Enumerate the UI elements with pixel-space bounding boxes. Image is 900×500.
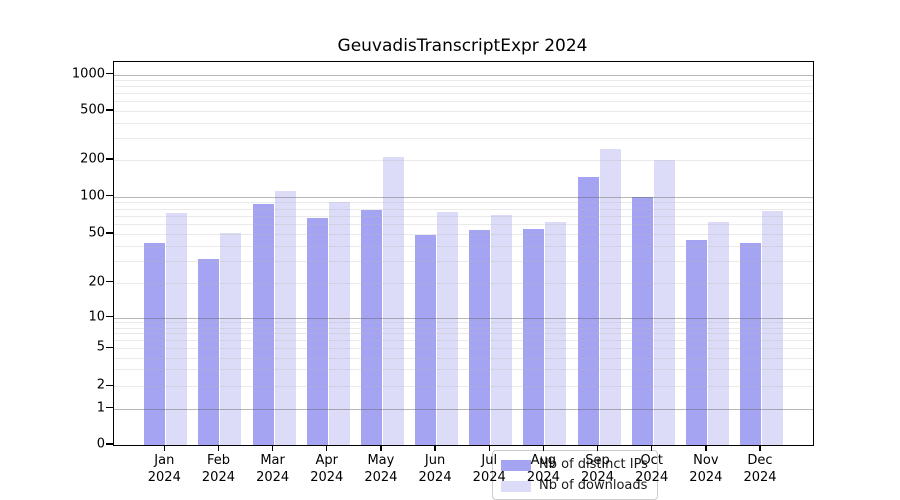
x-tick-label-mar: Mar 2024 (256, 453, 290, 485)
bar-downloads-jul (491, 215, 513, 445)
y-tick-mark (106, 232, 113, 234)
y-tick-mark (106, 281, 113, 283)
bar-downloads-sep (599, 149, 621, 445)
x-tick-mark (705, 445, 707, 451)
bar-distinct-ips-apr (306, 218, 328, 445)
y-tick-label-1000: 1000 (71, 66, 105, 82)
y-tick-mark (106, 384, 113, 386)
x-tick-mark (542, 445, 545, 451)
bar-downloads-mar (274, 191, 296, 445)
gridline-minor-800 (114, 86, 813, 88)
x-tick-label-apr: Apr 2024 (310, 453, 344, 485)
bar-downloads-apr (328, 201, 350, 445)
gridline-minor-900 (114, 80, 813, 82)
y-tick-mark (106, 346, 113, 348)
x-tick-mark (759, 445, 761, 451)
y-tick-mark (106, 158, 113, 160)
x-tick-label-sep: Sep 2024 (580, 453, 615, 485)
bar-distinct-ips-dec (740, 243, 761, 445)
gridline-minor-90 (114, 202, 813, 204)
bar-downloads-feb (220, 232, 242, 445)
y-tick-mark (106, 73, 113, 75)
y-tick-label-0: 0 (96, 436, 105, 452)
bar-distinct-ips-sep (577, 176, 599, 445)
chart-title: GeuvadisTranscriptExpr 2024 (337, 36, 588, 56)
y-tick-mark (106, 195, 113, 197)
gridline-minor-300 (114, 138, 813, 140)
x-tick-mark (596, 445, 599, 451)
legend-label-downloads: Nb of downloads (539, 478, 648, 493)
gridline-major-100 (114, 196, 813, 198)
bar-downloads-jan (166, 212, 188, 445)
gridline-minor-400 (114, 122, 813, 124)
gridline-minor-500 (114, 111, 813, 112)
x-tick-mark (650, 445, 653, 451)
gridline-minor-80 (114, 208, 813, 210)
y-tick-mark (106, 443, 113, 445)
bar-distinct-ips-may (360, 210, 382, 445)
gridline-minor-600 (114, 101, 813, 103)
x-tick-label-nov: Nov 2024 (689, 453, 723, 485)
y-tick-mark (106, 109, 113, 111)
legend-label-distinct-ips: Nb of distinct IPs (539, 457, 648, 472)
gridline-minor-700 (114, 93, 813, 95)
y-tick-label-500: 500 (80, 102, 105, 118)
y-tick-label-50: 50 (88, 225, 105, 241)
bar-downloads-aug (545, 222, 567, 445)
gridline-minor-70 (114, 215, 813, 217)
x-tick-mark (488, 445, 490, 451)
x-tick-label-aug: Aug 2024 (526, 453, 560, 485)
bar-distinct-ips-aug (523, 228, 545, 445)
y-tick-label-100: 100 (80, 188, 105, 204)
y-tick-mark (106, 407, 113, 409)
x-tick-label-jan: Jan 2024 (147, 453, 181, 485)
gridline-minor-200 (114, 160, 813, 161)
legend-item-distinct-ips: Nb of distinct IPs (493, 457, 657, 474)
bar-downloads-may (382, 156, 404, 445)
x-tick-mark (380, 445, 382, 451)
legend-item-downloads: Nb of downloads (493, 478, 657, 495)
x-tick-mark (434, 445, 436, 451)
bar-downloads-nov (707, 221, 729, 445)
gridline-major-1000 (114, 74, 813, 76)
y-tick-mark (106, 316, 113, 318)
y-tick-label-5: 5 (96, 339, 105, 355)
bar-distinct-ips-jul (469, 229, 491, 445)
bar-downloads-oct (653, 160, 675, 445)
bar-distinct-ips-jan (144, 243, 166, 445)
x-tick-label-may: May 2024 (364, 453, 398, 485)
plot-area: Nb of distinct IPs Nb of downloads (113, 61, 814, 500)
bar-downloads-jun (437, 212, 459, 445)
x-tick-label-jun: Jun 2024 (418, 453, 452, 485)
bar-distinct-ips-oct (631, 196, 653, 445)
y-tick-label-2: 2 (96, 377, 105, 393)
x-tick-mark (163, 445, 165, 451)
legend-swatch-distinct-ips (501, 460, 531, 471)
x-tick-mark (271, 445, 274, 451)
y-tick-label-20: 20 (88, 274, 105, 290)
x-tick-label-jul: Jul 2024 (472, 453, 506, 485)
x-tick-mark (326, 445, 328, 451)
y-tick-label-1: 1 (96, 400, 105, 416)
x-tick-mark (217, 445, 220, 451)
bar-distinct-ips-jun (415, 235, 437, 445)
x-tick-label-dec: Dec 2024 (743, 453, 777, 485)
legend-swatch-downloads (501, 481, 531, 492)
x-tick-label-feb: Feb 2024 (201, 453, 235, 485)
x-tick-label-oct: Oct 2024 (635, 453, 669, 485)
y-tick-label-10: 10 (88, 309, 105, 325)
bar-distinct-ips-nov (685, 239, 707, 445)
bar-downloads-dec (762, 211, 783, 445)
bar-distinct-ips-feb (198, 259, 220, 445)
bar-distinct-ips-mar (252, 203, 274, 445)
legend: Nb of distinct IPs Nb of downloads (492, 450, 658, 500)
y-tick-label-200: 200 (80, 151, 105, 167)
